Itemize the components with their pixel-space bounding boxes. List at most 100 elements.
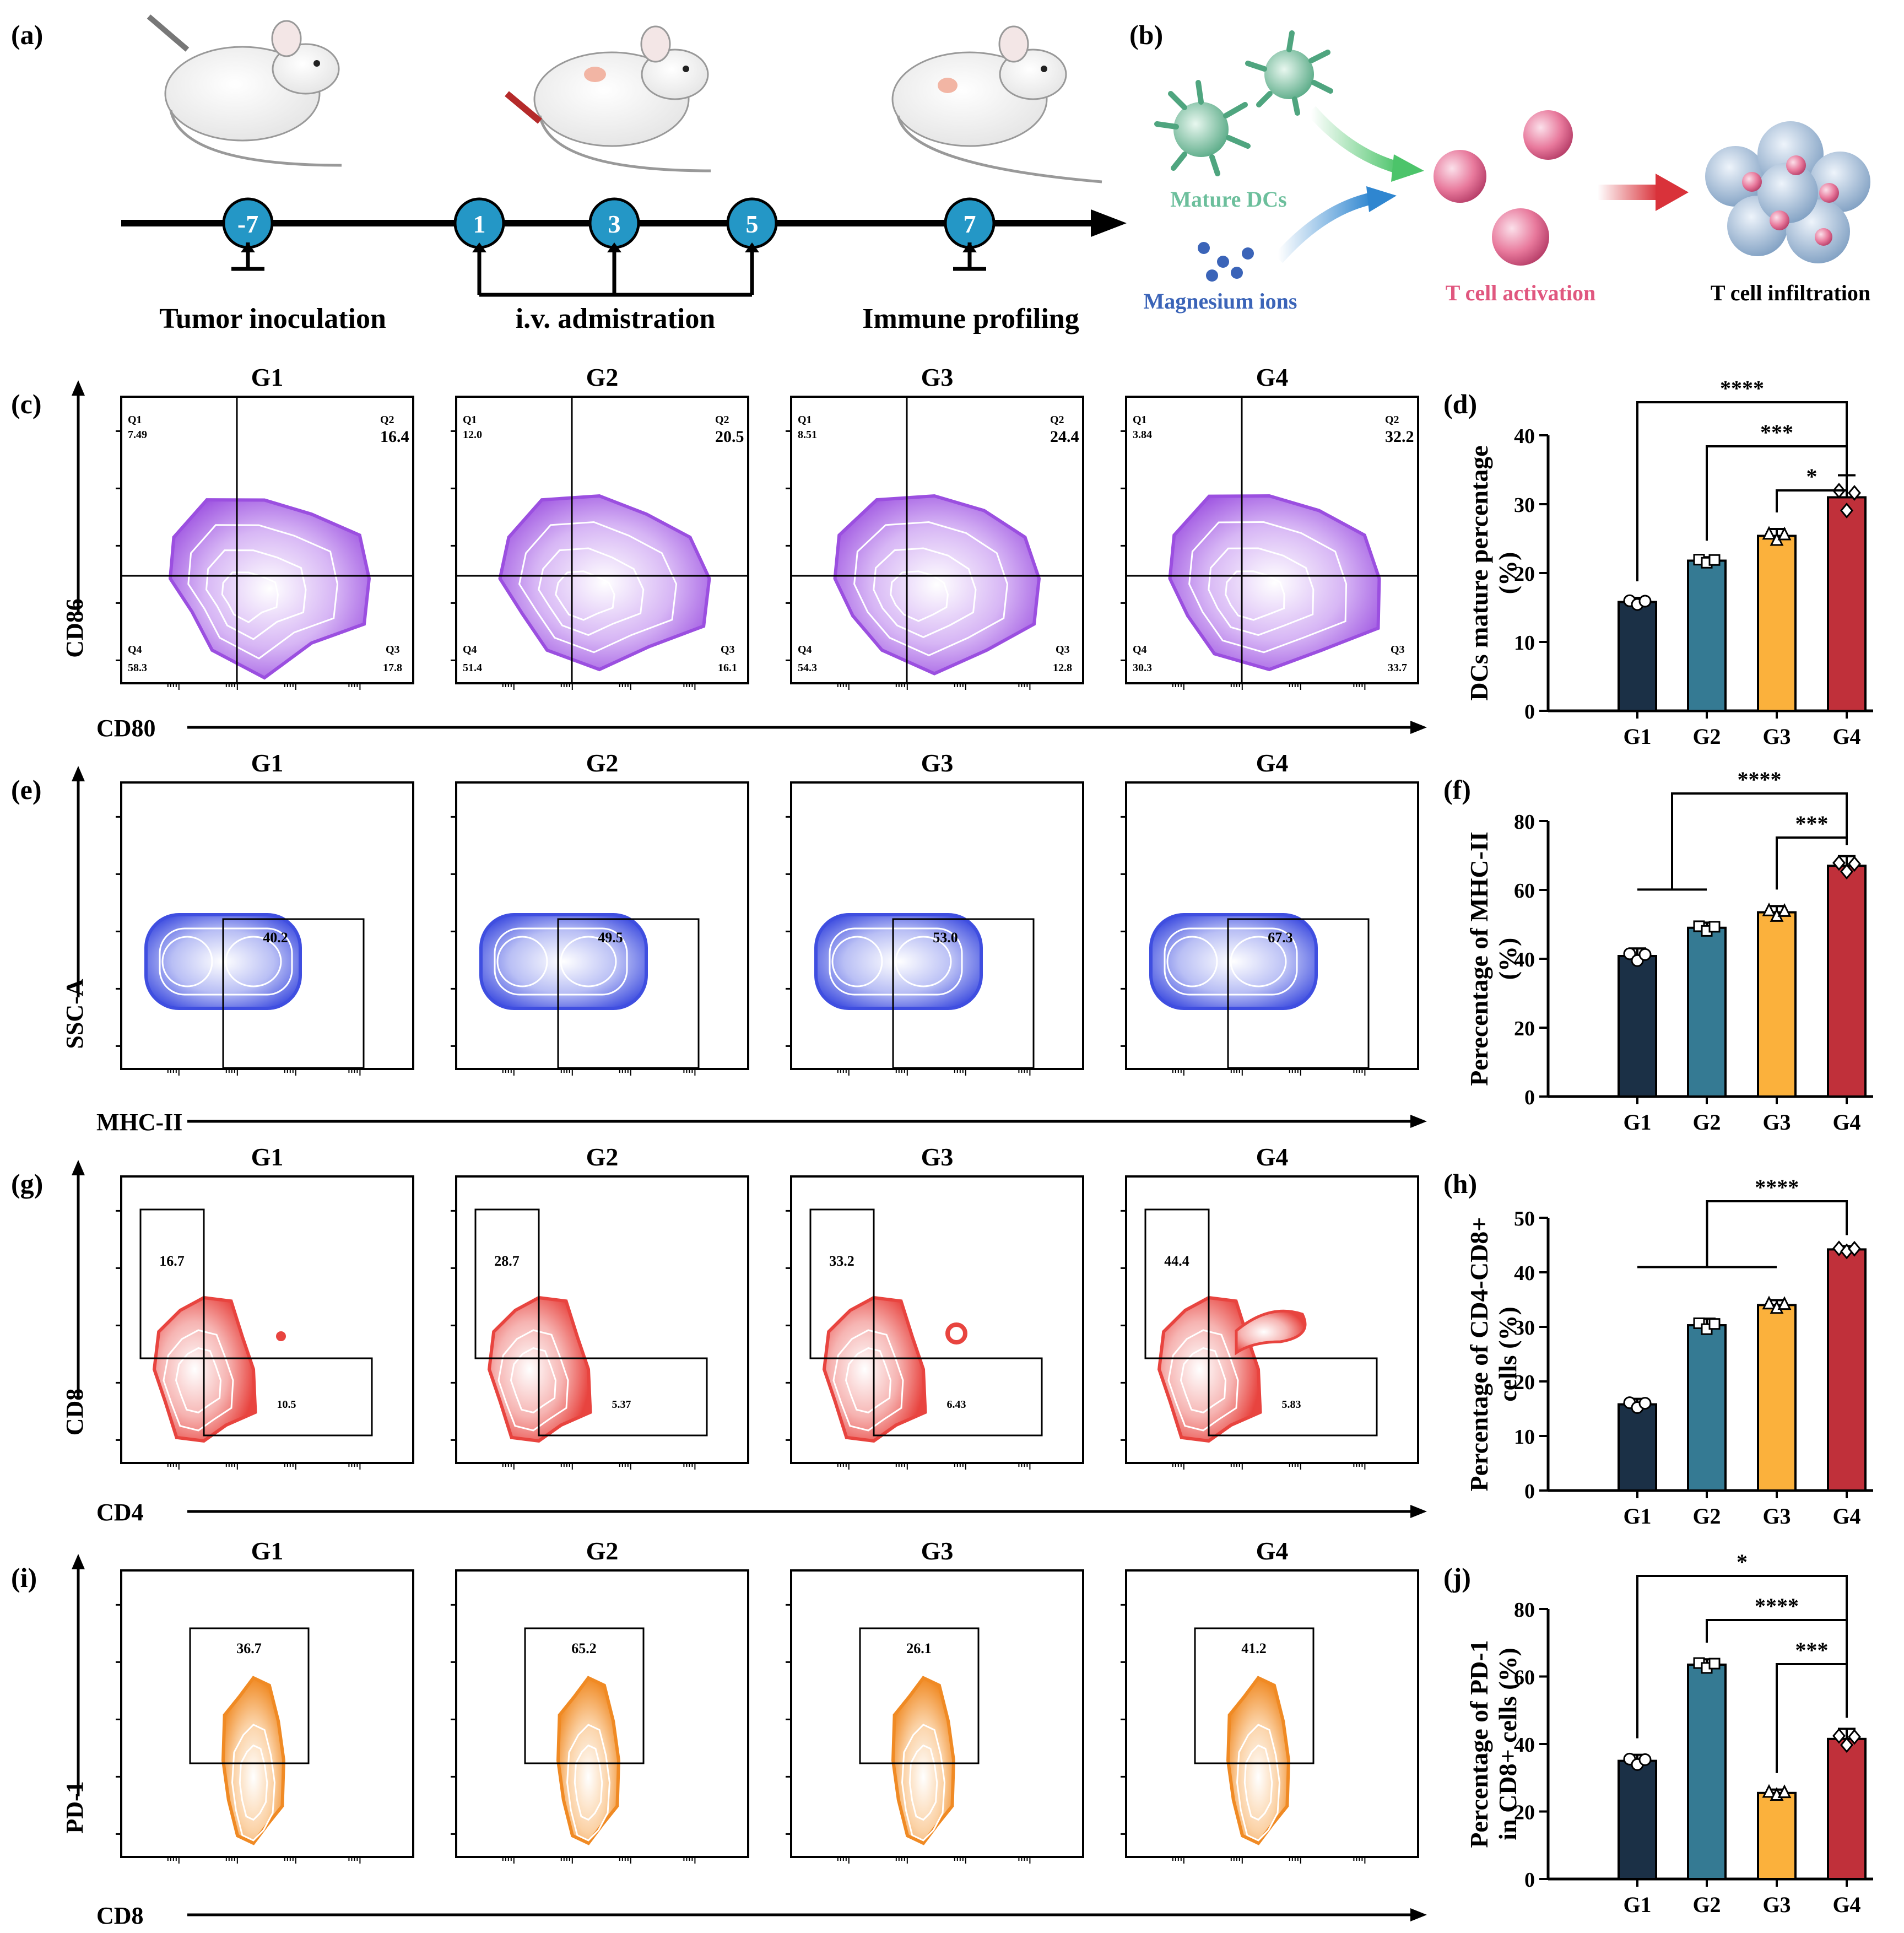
q2-name: Q2 xyxy=(380,414,394,426)
y-tick-label: 0 xyxy=(1524,1480,1535,1503)
q2-name: Q2 xyxy=(1050,414,1064,426)
t-cell-icon xyxy=(1434,110,1573,266)
group-title: G4 xyxy=(1256,749,1289,777)
x-axis-label: CD8 xyxy=(96,1902,144,1929)
density-contour-inner xyxy=(538,547,645,636)
timeline-label-iv: i.v. admistration xyxy=(516,303,716,334)
data-point xyxy=(1840,503,1853,519)
y-tick-label: 40 xyxy=(1514,425,1535,448)
density-contour-side xyxy=(1235,1309,1307,1356)
density-contour-inner xyxy=(1236,1724,1281,1842)
significance-bracket xyxy=(1776,1663,1848,1773)
q2-value: 16.4 xyxy=(380,428,409,446)
y-axis-arrowhead xyxy=(72,766,85,781)
y-tick-label: 80 xyxy=(1514,1599,1535,1622)
data-point xyxy=(1777,526,1792,541)
y-tick-label: 40 xyxy=(1514,1734,1535,1757)
y-axis-label: Percentage of CD4-CD8+ cells (%) xyxy=(1465,1217,1522,1492)
q2-name: Q2 xyxy=(1385,414,1399,426)
y-axis-label: SSC-A xyxy=(61,979,88,1049)
density-contour xyxy=(487,1295,592,1443)
density-contour-inner xyxy=(494,927,628,996)
gate-value-cd8: 16.7 xyxy=(159,1253,185,1269)
density-contour-inner xyxy=(1166,936,1218,987)
density-contour-inner xyxy=(908,1744,938,1821)
y-axis-label: DCs mature percentage (%) xyxy=(1465,445,1522,700)
q3-value: 33.7 xyxy=(1388,662,1407,674)
bar-G4 xyxy=(1827,865,1867,1098)
significance-label: **** xyxy=(1755,1594,1799,1618)
data-point xyxy=(1777,1784,1792,1799)
density-contour-inner xyxy=(1188,521,1348,654)
bar-G3 xyxy=(1757,1791,1797,1880)
plot-frame xyxy=(455,1175,749,1464)
q1-name: Q1 xyxy=(1133,414,1147,426)
q1-name: Q1 xyxy=(798,414,812,426)
density-contour-inner xyxy=(159,927,293,996)
q3-name: Q3 xyxy=(1391,644,1405,656)
x-tick-label-G2: G2 xyxy=(1692,1110,1721,1135)
flow-plot-g-G2: G2 28.7 5.37 xyxy=(451,1143,749,1470)
panel-label-h: (h) xyxy=(1443,1168,1477,1199)
x-tick-label-G4: G4 xyxy=(1832,1504,1860,1529)
x-axis-label: CD80 xyxy=(96,715,156,742)
density-contour xyxy=(822,1295,927,1443)
q3-name: Q3 xyxy=(1056,644,1070,656)
x-tick-label-G1: G1 xyxy=(1623,1892,1651,1917)
panel-label-e: (e) xyxy=(11,774,42,805)
y-tick-label: 0 xyxy=(1524,1086,1535,1109)
q2-name: Q2 xyxy=(715,414,729,426)
bar-G3 xyxy=(1757,911,1797,1098)
density-contour-inner xyxy=(1164,927,1298,996)
data-point xyxy=(1848,485,1861,501)
bar-G4 xyxy=(1827,1737,1867,1880)
density-contour xyxy=(833,494,1041,676)
density-contour-inner xyxy=(832,1329,904,1432)
gate-box-cd4 xyxy=(873,1357,1043,1437)
q4-name: Q4 xyxy=(463,644,477,656)
y-axis-label: Perecentage of MHC-II (%) xyxy=(1465,831,1522,1086)
gate-value: 26.1 xyxy=(906,1640,932,1656)
gate-value-cd8: 44.4 xyxy=(1164,1253,1189,1269)
group-title: G3 xyxy=(921,363,954,391)
data-point xyxy=(1708,1657,1721,1670)
panel-label-j: (j) xyxy=(1443,1562,1471,1593)
gate-box-cd8 xyxy=(809,1208,875,1359)
bar-G3 xyxy=(1757,1304,1797,1492)
panel-label-a: (a) xyxy=(11,19,43,50)
x-tick-label-G1: G1 xyxy=(1623,724,1651,749)
panel-a: (a) -7 1 3 5 7 xyxy=(11,14,1127,334)
flow-plot-g-G1: G1 16.7 10.5 xyxy=(116,1143,414,1470)
q1-value: 12.0 xyxy=(463,429,482,441)
density-contour-inner xyxy=(1243,1744,1273,1821)
flow-plot-i-G4: G4 41.2 xyxy=(1121,1537,1419,1864)
x-tick-label-G2: G2 xyxy=(1692,1892,1721,1917)
significance-bracket xyxy=(1637,1200,1848,1268)
tumor-infiltration-icon xyxy=(1705,121,1870,263)
gate-box xyxy=(892,918,1035,1069)
bar-G2 xyxy=(1687,926,1727,1098)
gate-box xyxy=(524,1627,645,1764)
x-axis-label: MHC-II xyxy=(96,1109,182,1136)
flow-plot-e-G4: G4 67.3 xyxy=(1121,749,1419,1076)
flow-plot-e-G2: G2 49.5 xyxy=(451,749,749,1076)
flow-plot-e-G3: G3 53.0 xyxy=(786,749,1084,1076)
x-tick-label-G2: G2 xyxy=(1692,1504,1721,1529)
x-axis-label: CD4 xyxy=(96,1499,144,1526)
gate-box xyxy=(189,1627,310,1764)
group-title: G2 xyxy=(586,1537,619,1565)
y-axis-arrowhead xyxy=(72,1554,85,1569)
q1-value: 8.51 xyxy=(798,429,817,441)
y-tick-label: 0 xyxy=(1524,1869,1535,1892)
data-point xyxy=(1638,1753,1652,1766)
flow-area: (c) G1 Q1 7.49 Q2 16.4 Q3 17.8 Q4 58.3 G2 Q1 12.0 Q2 2… xyxy=(11,363,1427,1929)
x-tick-label-G3: G3 xyxy=(1762,1110,1791,1135)
density-contour-inner xyxy=(895,936,952,987)
q4-value: 54.3 xyxy=(798,662,817,674)
group-title: G1 xyxy=(251,363,284,391)
y-axis-label: CD8 xyxy=(61,1389,88,1436)
mouse-icon-1 xyxy=(147,14,342,167)
significance-label: **** xyxy=(1720,376,1764,401)
